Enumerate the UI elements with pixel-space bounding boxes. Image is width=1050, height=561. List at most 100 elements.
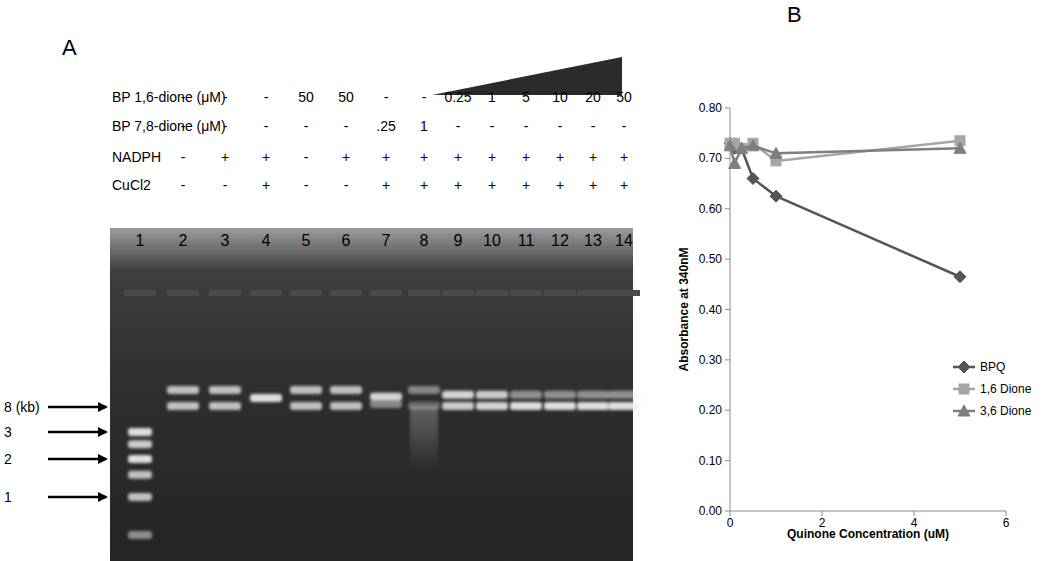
well <box>124 290 156 296</box>
well <box>330 290 362 296</box>
lane-condition: - <box>524 118 529 134</box>
well <box>577 290 609 296</box>
y-tick-label: 0.30 <box>699 353 723 367</box>
panel-label: A <box>62 35 77 60</box>
band <box>128 471 152 479</box>
size-marker-label: 8 (kb) <box>4 399 40 415</box>
gel-lanes <box>124 290 640 539</box>
lane-condition: - <box>384 89 389 105</box>
band <box>128 428 152 436</box>
x-tick-label: 0 <box>727 516 734 530</box>
band <box>544 402 576 410</box>
data-point <box>737 143 747 153</box>
lane-condition: + <box>382 177 390 193</box>
row-label: NADPH <box>112 149 161 165</box>
legend-marker <box>958 405 970 416</box>
lane-condition: - <box>181 149 186 165</box>
series-line <box>730 146 960 164</box>
lane-condition: + <box>221 149 229 165</box>
size-marker-arrow <box>48 496 106 499</box>
band <box>209 402 241 410</box>
lane-condition: 5 <box>522 89 530 105</box>
lane-condition: 1 <box>488 89 496 105</box>
well <box>209 290 241 296</box>
lane-condition: - <box>622 118 627 134</box>
legend: BPQ1,6 Dione3,6 Dione <box>953 360 1032 418</box>
band <box>510 402 542 410</box>
well <box>608 290 640 296</box>
data-point <box>747 140 759 151</box>
lane-number: 5 <box>302 232 311 249</box>
lane-condition: - <box>344 177 349 193</box>
y-tick-label: 0.70 <box>699 151 723 165</box>
y-tick-label: 0.40 <box>699 303 723 317</box>
x-axis <box>730 511 1006 512</box>
lane-number: 9 <box>454 232 463 249</box>
data-point <box>736 142 748 153</box>
gel <box>110 228 633 561</box>
well <box>370 290 402 296</box>
band <box>209 386 241 394</box>
well <box>476 290 508 296</box>
y-tick <box>725 460 730 461</box>
lane-condition: + <box>454 149 462 165</box>
y-tick <box>725 158 730 159</box>
band <box>370 400 402 408</box>
band <box>128 440 152 448</box>
legend-label: BPQ <box>980 360 1005 374</box>
size-marker-arrow <box>48 458 106 461</box>
lane-number: 11 <box>518 232 535 249</box>
lane-condition: + <box>262 177 270 193</box>
lane-number: 1 <box>136 232 145 249</box>
well <box>544 290 576 296</box>
data-point <box>770 190 782 202</box>
lane-condition: - <box>591 118 596 134</box>
band <box>608 402 640 410</box>
y-tick <box>725 511 730 512</box>
band <box>408 386 440 394</box>
band <box>370 393 402 401</box>
x-tick-label: 6 <box>1003 516 1010 530</box>
legend-label: 3,6 Dione <box>980 404 1032 418</box>
lane-condition: 20 <box>585 89 601 105</box>
lane-condition: - <box>223 118 228 134</box>
well <box>510 290 542 296</box>
band <box>167 386 199 394</box>
well <box>442 290 474 296</box>
lane-condition: 50 <box>338 89 354 105</box>
data-point <box>729 157 741 168</box>
lane-condition: - <box>264 118 269 134</box>
y-tick-label: 0.50 <box>699 252 723 266</box>
lane-condition: + <box>262 149 270 165</box>
lane-condition: + <box>589 149 597 165</box>
lane-condition: - <box>223 177 228 193</box>
band <box>544 391 576 399</box>
lane-number: 10 <box>483 232 501 249</box>
lane-condition: + <box>420 177 428 193</box>
data-point <box>954 271 966 283</box>
band <box>442 391 474 399</box>
size-marker-label: 3 <box>4 424 12 440</box>
series-line <box>730 143 960 276</box>
y-tick <box>725 208 730 209</box>
data-point <box>724 140 736 151</box>
y-axis-title: Absorbance at 340nM <box>677 247 691 371</box>
y-tick-label: 0.80 <box>699 101 723 115</box>
lane-number: 4 <box>262 232 271 249</box>
well <box>408 290 440 296</box>
lane-condition: - <box>344 118 349 134</box>
band <box>250 394 282 402</box>
band <box>128 493 152 501</box>
lane-condition: - <box>181 89 186 105</box>
row-label: BP 7,8-dione (μM) <box>112 118 226 134</box>
lane-condition: - <box>181 177 186 193</box>
legend-marker <box>959 384 969 394</box>
lane-number: 14 <box>615 232 633 249</box>
band <box>330 402 362 410</box>
size-marker-arrow <box>48 406 106 409</box>
band <box>510 391 542 399</box>
lane-condition: + <box>589 177 597 193</box>
lane-condition: - <box>304 177 309 193</box>
lane-condition: - <box>456 118 461 134</box>
size-marker-label: 1 <box>4 489 12 505</box>
